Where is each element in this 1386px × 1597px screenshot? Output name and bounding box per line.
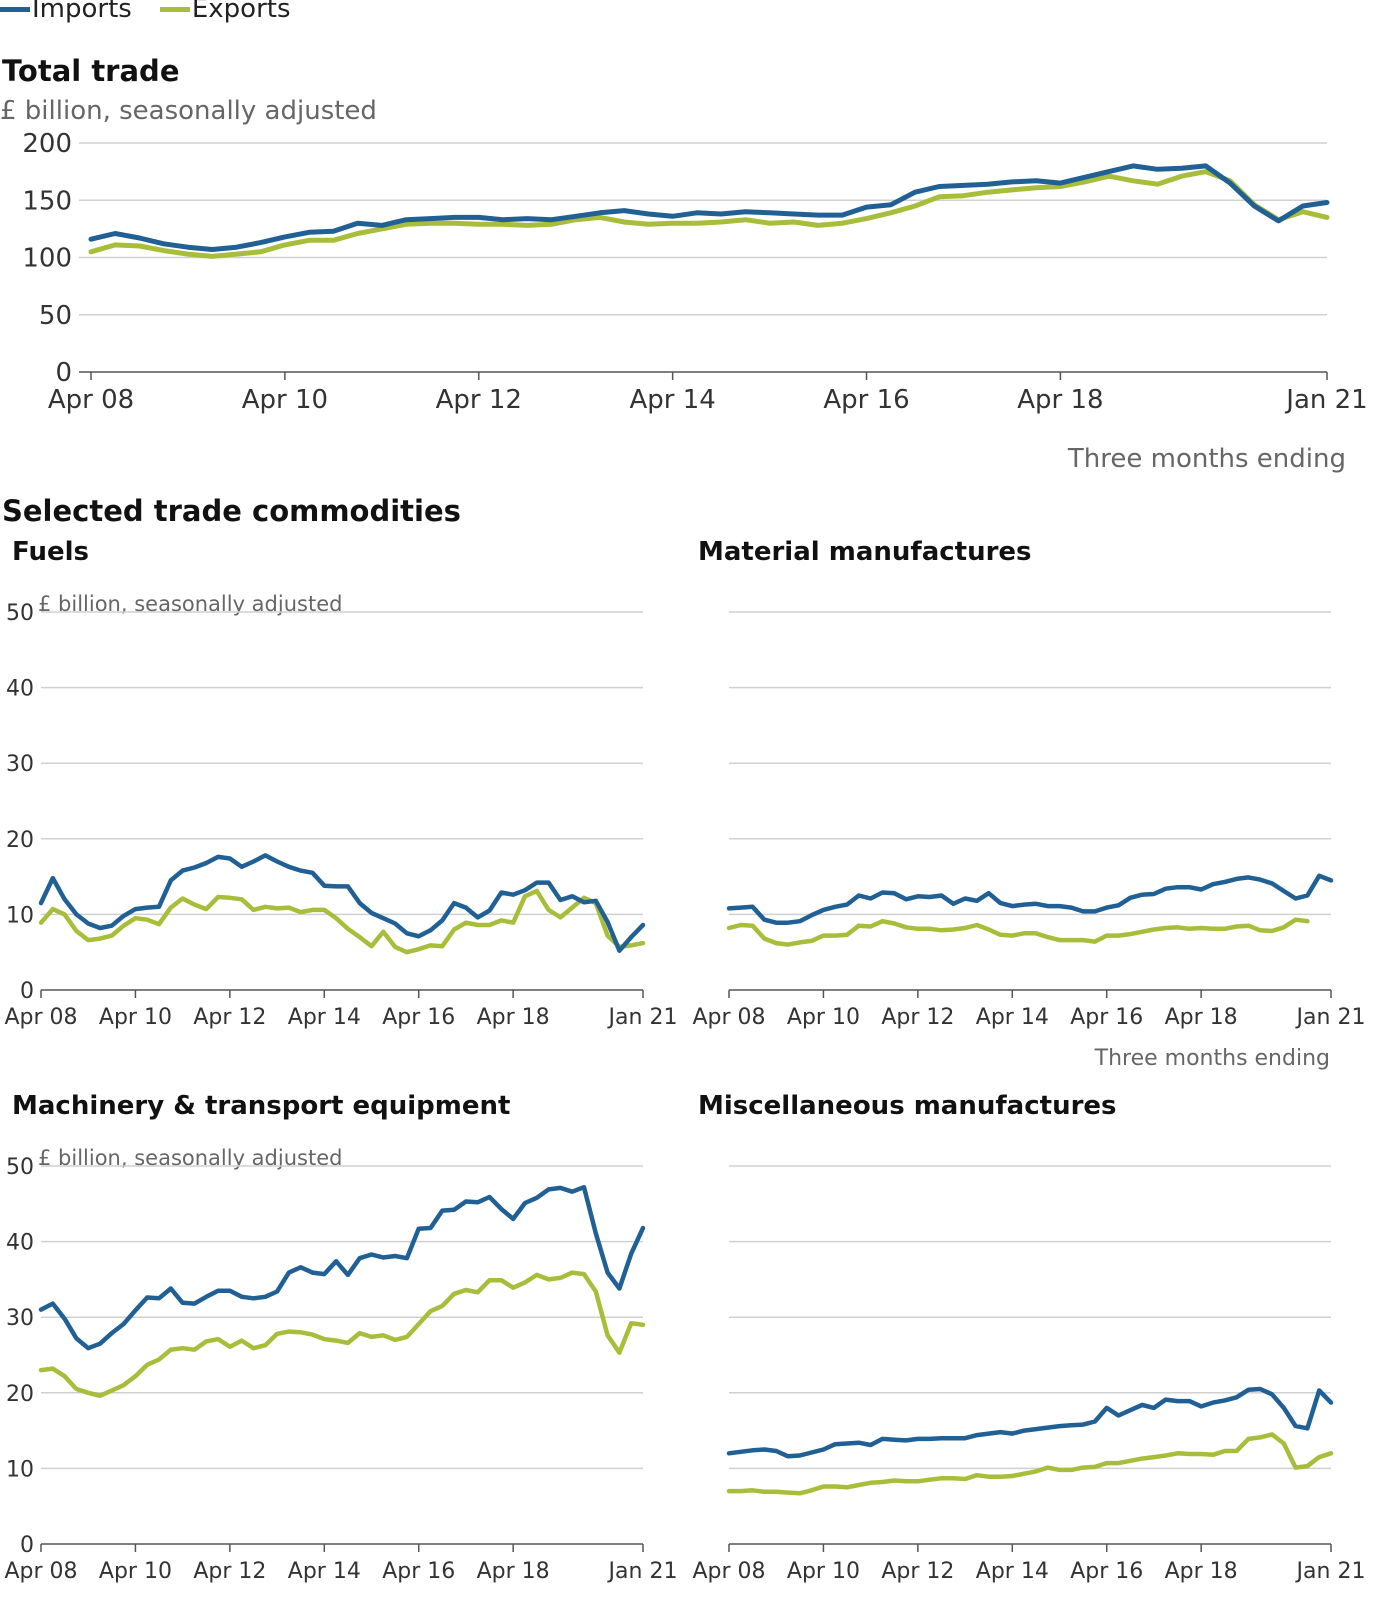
fuels-x-tick-label: Jan 21 [607, 1005, 678, 1030]
total-chart: 0 50 100 150 200 Apr 08 Apr 10 Apr 12 Apr 14 Apr … [22, 129, 1367, 415]
machinery-y-tick-label: 0 [20, 1533, 34, 1558]
machinery-x-tick-label: Apr 10 [99, 1559, 172, 1584]
machinery-title: Machinery & transport equipment [12, 1091, 511, 1121]
misc-x-tick-label: Apr 12 [881, 1559, 954, 1584]
legend-item-exports: Exports [159, 0, 291, 24]
material-x-tick-label: Jan 21 [1295, 1005, 1366, 1030]
machinery-x-tick-label: Apr 16 [382, 1559, 455, 1584]
material-x-tick-label: Apr 16 [1070, 1005, 1143, 1030]
total-y-tick-label: 150 [22, 186, 72, 216]
fuels-y-tick-label: 10 [6, 903, 34, 928]
machinery-y-tick-label: 40 [6, 1231, 34, 1256]
material-chart: Apr 08 Apr 10 Apr 12 Apr 14 Apr 16 Apr 18 Jan … [692, 611, 1366, 1030]
legend-label-imports: Imports [32, 0, 132, 24]
total-series-exports [88, 169, 1330, 259]
material-series-imports [726, 873, 1334, 925]
fuels-y-tick-label: 30 [6, 752, 34, 777]
fuels-x-tick-label: Apr 08 [4, 1005, 77, 1030]
fuels-y-tick-label: 20 [6, 828, 34, 853]
machinery-y-tick-label: 20 [6, 1382, 34, 1407]
total-y-tick-label: 0 [55, 358, 72, 388]
total-x-tick-label: Apr 14 [629, 385, 715, 415]
machinery-y-tick-label: 30 [6, 1306, 34, 1331]
total-x-tick-label: Apr 12 [436, 385, 522, 415]
fuels-series-imports [38, 853, 646, 953]
material-x-tick-label: Apr 08 [692, 1005, 765, 1030]
misc-x-tick-label: Jan 21 [1295, 1559, 1366, 1584]
misc-series-exports [726, 1432, 1334, 1496]
misc-x-tick-label: Apr 10 [787, 1559, 860, 1584]
commodities-title: Selected trade commodities [2, 494, 461, 528]
total-series-imports [88, 163, 1330, 252]
legend: Imports Exports [0, 0, 319, 24]
machinery-x-tick-label: Jan 21 [607, 1559, 678, 1584]
fuels-x-tick-label: Apr 16 [382, 1005, 455, 1030]
total-x-tick-label: Apr 08 [48, 385, 134, 415]
material-x-note: Three months ending [1094, 1046, 1330, 1071]
fuels-x-tick-label: Apr 12 [193, 1005, 266, 1030]
legend-label-exports: Exports [191, 0, 291, 24]
material-x-tick-label: Apr 10 [787, 1005, 860, 1030]
material-x-tick-label: Apr 14 [976, 1005, 1049, 1030]
machinery-y-tick-label: 50 [6, 1155, 34, 1180]
machinery-x-tick-label: Apr 14 [288, 1559, 361, 1584]
material-title: Material manufactures [698, 537, 1032, 567]
total-x-tick-label: Jan 21 [1284, 385, 1367, 415]
fuels-y-tick-label: 50 [6, 601, 34, 626]
fuels-series-exports [38, 888, 646, 955]
total-trade-x-note: Three months ending [1067, 444, 1346, 474]
fuels-x-tick-label: Apr 14 [288, 1005, 361, 1030]
fuels-x-tick-label: Apr 18 [477, 1005, 550, 1030]
machinery-y-tick-label: 10 [6, 1457, 34, 1482]
total-y-tick-label: 50 [39, 301, 72, 331]
machinery-x-tick-label: Apr 12 [193, 1559, 266, 1584]
material-series-exports [726, 917, 1310, 947]
fuels-y-tick-label: 40 [6, 677, 34, 702]
misc-chart: Apr 08 Apr 10 Apr 12 Apr 14 Apr 16 Apr 18 Jan … [692, 1165, 1366, 1584]
misc-x-tick-label: Apr 16 [1070, 1559, 1143, 1584]
total-trade-subtitle: £ billion, seasonally adjusted [0, 96, 377, 126]
fuels-x-tick-label: Apr 10 [99, 1005, 172, 1030]
total-x-tick-label: Apr 16 [823, 385, 909, 415]
total-x-tick-label: Apr 18 [1017, 385, 1103, 415]
legend-item-imports: Imports [0, 0, 132, 24]
fuels-y-tick-label: 0 [20, 979, 34, 1004]
misc-series-imports [726, 1386, 1334, 1459]
misc-x-tick-label: Apr 08 [692, 1559, 765, 1584]
material-x-tick-label: Apr 18 [1165, 1005, 1238, 1030]
fuels-chart: 0 10 20 30 40 50 Apr 08 Apr 10 Apr 12 Apr 14 Apr 1… [4, 601, 677, 1030]
misc-x-tick-label: Apr 18 [1165, 1559, 1238, 1584]
total-y-tick-label: 200 [22, 129, 72, 159]
machinery-x-tick-label: Apr 08 [4, 1559, 77, 1584]
misc-title: Miscellaneous manufactures [698, 1091, 1117, 1121]
machinery-series-exports [38, 1270, 646, 1399]
fuels-title: Fuels [12, 537, 89, 567]
total-trade-title: Total trade [2, 54, 180, 88]
machinery-x-tick-label: Apr 18 [477, 1559, 550, 1584]
material-x-tick-label: Apr 12 [881, 1005, 954, 1030]
total-y-tick-label: 100 [22, 244, 72, 274]
legend-swatch-imports [0, 6, 30, 12]
legend-swatch-exports [159, 6, 190, 12]
total-x-tick-label: Apr 10 [242, 385, 328, 415]
machinery-series-imports [38, 1184, 646, 1351]
misc-x-tick-label: Apr 14 [976, 1559, 1049, 1584]
machinery-chart: 0 10 20 30 40 50 Apr 08 Apr 10 Apr 12 Apr 14 Apr 1… [4, 1155, 677, 1584]
